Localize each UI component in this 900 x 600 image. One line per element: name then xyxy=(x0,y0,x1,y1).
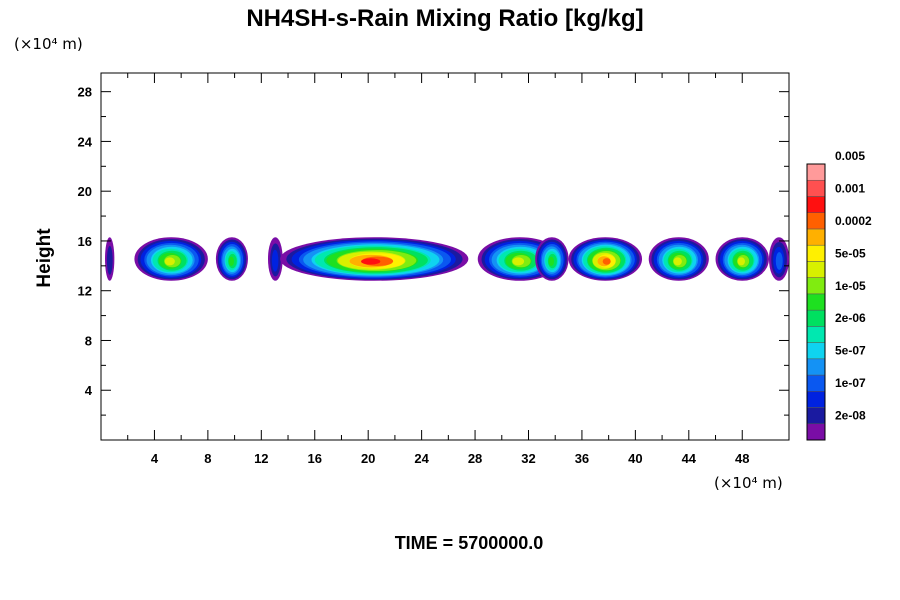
colorbar-swatch xyxy=(806,342,826,360)
y-tick-label: 16 xyxy=(78,234,92,249)
x-tick-label: 48 xyxy=(735,451,749,466)
cloud-contour xyxy=(737,257,745,266)
cloud-cell xyxy=(267,237,283,281)
x-tick-label: 44 xyxy=(682,451,697,466)
colorbar-swatch xyxy=(806,374,826,392)
colorbar-swatch xyxy=(806,179,826,197)
colorbar-swatch xyxy=(806,163,826,181)
y-tick-label: 8 xyxy=(85,333,92,348)
colorbar-swatch xyxy=(806,244,826,262)
cloud-cell xyxy=(215,237,248,281)
cloud-contour xyxy=(602,258,611,265)
cloud-cell xyxy=(715,237,769,281)
cloud-contour xyxy=(673,257,682,266)
x-unit-label: (×10⁴ m) xyxy=(714,474,783,492)
colorbar-swatch xyxy=(806,212,826,230)
cloud-cell xyxy=(134,237,208,281)
x-tick-label: 20 xyxy=(361,451,375,466)
colorbar-label: 1e-07 xyxy=(835,376,866,390)
colorbar-label: 0.001 xyxy=(835,181,865,195)
colorbar-label: 5e-05 xyxy=(835,246,866,260)
x-tick-label: 32 xyxy=(521,451,535,466)
cloud-cell xyxy=(568,237,643,281)
x-tick-label: 12 xyxy=(254,451,268,466)
colorbar-label: 2e-08 xyxy=(835,409,866,423)
colorbar-swatch xyxy=(806,261,826,278)
x-tick-label: 40 xyxy=(628,451,642,466)
colorbar-label: 5e-07 xyxy=(835,344,866,358)
y-tick-label: 24 xyxy=(78,134,93,149)
cloud-contour xyxy=(164,257,175,266)
cloud-contour xyxy=(512,257,525,266)
y-axis-label: Height xyxy=(34,228,55,288)
colorbar-swatch xyxy=(806,293,826,311)
cloud-contour xyxy=(361,258,381,265)
cloud-cell xyxy=(648,237,709,281)
colorbar-swatch xyxy=(806,228,826,246)
cloud-contour xyxy=(548,256,555,267)
cloud-cell xyxy=(768,237,789,281)
colorbar: 2e-08 1e-07 5e-07 2e-06 1e-05 5e-05 0.0002 0.00… xyxy=(806,149,872,441)
chart-title: NH4SH-s-Rain Mixing Ratio [kg/kg] xyxy=(246,5,643,32)
y-tick-label: 20 xyxy=(78,184,92,199)
cloud-layer xyxy=(105,237,789,281)
cloud-cell xyxy=(535,237,569,281)
x-tick-label: 28 xyxy=(468,451,482,466)
colorbar-label: 2e-06 xyxy=(835,311,866,325)
cloud-cell xyxy=(105,237,115,281)
colorbar-swatch xyxy=(806,277,826,295)
cloud-contour xyxy=(228,256,235,267)
cloud-contour xyxy=(106,245,113,275)
y-tick-label: 28 xyxy=(78,85,92,100)
colorbar-swatch xyxy=(806,309,826,327)
cloud-contour xyxy=(775,252,783,270)
colorbar-swatch xyxy=(806,407,826,425)
cloud-cell xyxy=(280,237,469,281)
colorbar-swatch xyxy=(806,358,826,376)
x-tick-label: 4 xyxy=(151,451,159,466)
colorbar-label: 0.0002 xyxy=(835,214,872,228)
cloud-contour xyxy=(271,249,279,272)
y-tick-label: 4 xyxy=(85,383,93,398)
y-unit-label: (×10⁴ m) xyxy=(14,35,83,53)
colorbar-label: 0.005 xyxy=(835,149,865,163)
colorbar-frame xyxy=(806,163,826,441)
colorbar-swatch xyxy=(806,391,826,408)
colorbar-label: 1e-05 xyxy=(835,279,866,293)
x-tick-label: 36 xyxy=(575,451,589,466)
x-tick-label: 16 xyxy=(308,451,322,466)
colorbar-swatch xyxy=(806,423,826,441)
y-tick-label: 12 xyxy=(78,284,92,299)
x-tick-label: 24 xyxy=(414,451,429,466)
time-label: TIME = 5700000.0 xyxy=(395,533,544,553)
colorbar-swatch xyxy=(806,196,826,213)
colorbar-swatch xyxy=(806,326,826,343)
x-tick-label: 8 xyxy=(204,451,211,466)
